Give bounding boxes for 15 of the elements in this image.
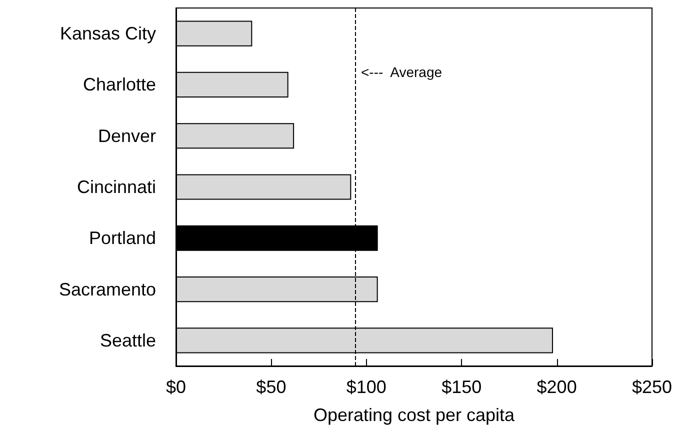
y-tick-label: Seattle bbox=[100, 330, 156, 350]
x-tick-label: $100 bbox=[346, 377, 386, 397]
y-tick-label: Kansas City bbox=[60, 24, 156, 44]
y-tick-label: Portland bbox=[88, 228, 156, 248]
x-tick-label: $250 bbox=[632, 377, 672, 397]
y-tick-label: Denver bbox=[98, 126, 156, 146]
x-tick-label: $200 bbox=[536, 377, 577, 397]
ref-line-label: <--- Average bbox=[360, 64, 442, 80]
y-tick-label: Sacramento bbox=[58, 279, 156, 300]
y-tick-label: Cincinnati bbox=[76, 177, 156, 197]
y-tick-label: Charlotte bbox=[82, 74, 156, 95]
x-axis-title: Operating cost per capita bbox=[313, 405, 516, 425]
x-tick-label: $150 bbox=[442, 377, 482, 397]
x-tick-label: $0 bbox=[166, 377, 186, 397]
x-tick-label: $50 bbox=[256, 377, 286, 397]
